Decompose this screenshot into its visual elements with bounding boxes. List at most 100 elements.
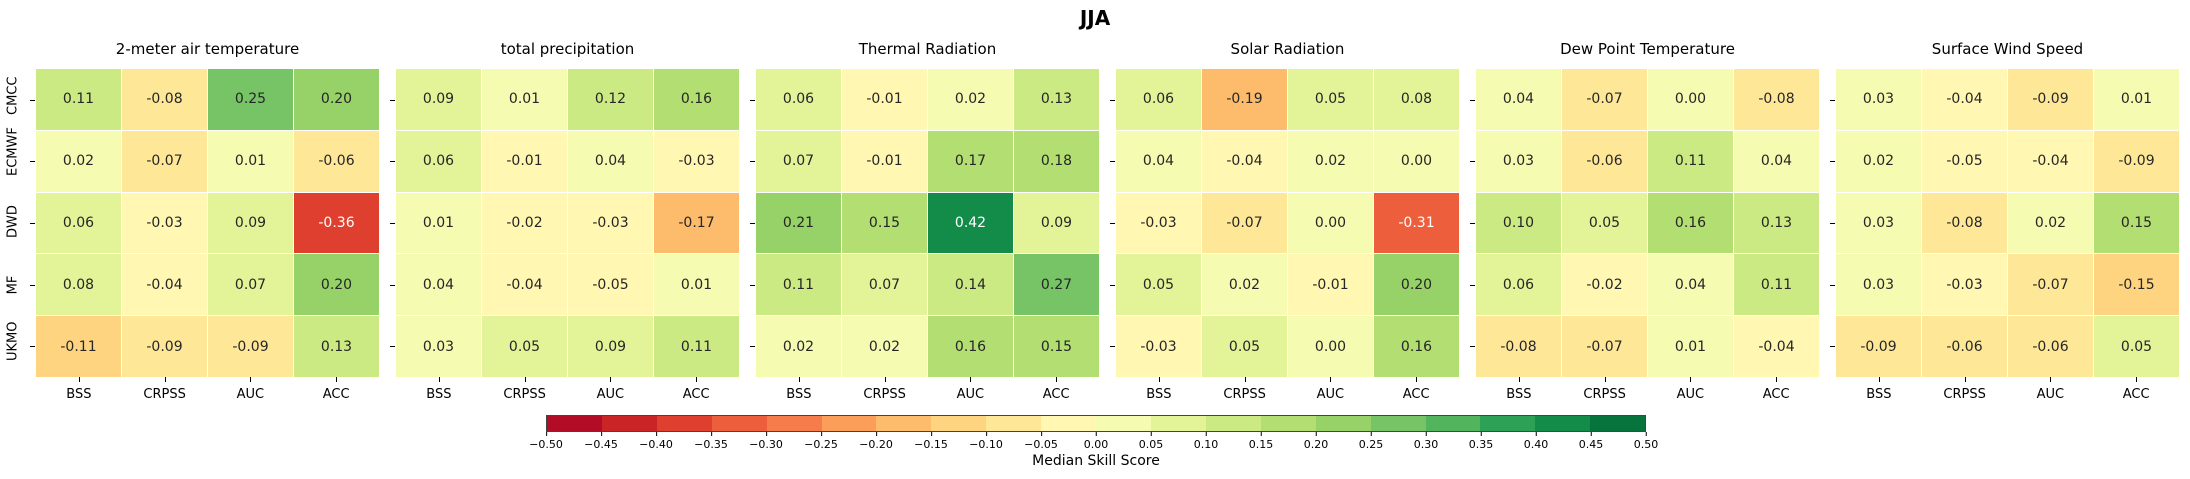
heatmap-cell: -0.09 — [122, 316, 207, 377]
colorbar-segment — [1370, 416, 1426, 431]
heatmap-cell: -0.06 — [1562, 130, 1647, 192]
heatmap-cell: 0.02 — [756, 316, 841, 377]
x-tick-label: BSS — [396, 377, 482, 405]
heatmap-cell: 0.04 — [1116, 130, 1201, 192]
x-tick-label: BSS — [1836, 377, 1922, 405]
heatmap-cell: -0.03 — [122, 192, 207, 254]
heatmap-cell: 0.15 — [1014, 316, 1099, 377]
x-tick-label: BSS — [1476, 377, 1562, 405]
colorbar-tick-label: −0.50 — [529, 432, 563, 451]
heatmap-cell: -0.08 — [1734, 69, 1819, 130]
x-tick-label: ACC — [1373, 377, 1459, 405]
heatmap-panel: Dew Point Temperature 0.04 -0.07 0.00 -0.08 0… — [1470, 36, 1819, 406]
heatmap-cell: -0.04 — [482, 254, 567, 316]
heatmap-cell: -0.04 — [122, 254, 207, 316]
colorbar-segment — [1096, 416, 1151, 431]
heatmap-cell: 0.16 — [1374, 316, 1459, 377]
heatmap-cell: 0.02 — [1288, 130, 1373, 192]
y-tick — [1468, 192, 1476, 254]
y-tick — [1108, 69, 1116, 131]
colorbar-tick-label: −0.25 — [804, 432, 838, 451]
heatmap-cell: 0.11 — [1648, 130, 1733, 192]
colorbar-segment — [766, 416, 822, 431]
heatmap-cell: -0.08 — [1922, 192, 2007, 254]
heatmap-cell: -0.02 — [1562, 254, 1647, 316]
heatmap-cell: 0.00 — [1648, 69, 1733, 130]
x-tick-label: CRPSS — [482, 377, 568, 405]
heatmap-cell: -0.04 — [1734, 316, 1819, 377]
heatmap-cell: 0.09 — [396, 69, 481, 130]
heatmap-cell: 0.11 — [1734, 254, 1819, 316]
heatmap-cell: 0.05 — [482, 316, 567, 377]
colorbar-tick-label: −0.15 — [914, 432, 948, 451]
panel-title: Surface Wind Speed — [1931, 40, 2084, 58]
heatmap-cell: -0.07 — [122, 130, 207, 192]
y-tick — [388, 131, 396, 193]
heatmap-cell: 0.07 — [756, 130, 841, 192]
x-tick-label: ACC — [1013, 377, 1099, 405]
y-tick — [1468, 254, 1476, 316]
heatmap-cell: 0.07 — [842, 254, 927, 316]
x-tick-label: BSS — [756, 377, 842, 405]
colorbar-tick-label: 0.10 — [1194, 432, 1218, 451]
x-tick-label: BSS — [1116, 377, 1202, 405]
x-axis-ticks: BSS CRPSS AUC ACC — [1836, 377, 2179, 405]
colorbar-tick-label: −0.40 — [639, 432, 673, 451]
colorbar-segment — [986, 416, 1042, 431]
x-tick-label: CRPSS — [1922, 377, 2008, 405]
heatmap-cell: -0.17 — [654, 192, 739, 254]
heatmap-cell: 0.06 — [1116, 69, 1201, 130]
colorbar-tick-label: 0.05 — [1139, 432, 1163, 451]
heatmap-cell: -0.03 — [654, 130, 739, 192]
heatmap-cell: -0.09 — [208, 316, 293, 377]
heatmap-cell: -0.04 — [1202, 130, 1287, 192]
colorbar-tick-label: 0.45 — [1579, 432, 1603, 451]
heatmap-cell: -0.03 — [1922, 254, 2007, 316]
heatmap-cell: -0.07 — [1562, 69, 1647, 130]
heatmap-cell: 0.11 — [36, 69, 121, 130]
colorbar-tick-label: 0.40 — [1524, 432, 1548, 451]
colorbar-tick-label: 0.50 — [1634, 432, 1658, 451]
heatmap-cell: 0.02 — [1202, 254, 1287, 316]
heatmap-grid: 0.04 -0.07 0.00 -0.08 0.03 -0.06 0.11 0.04 0.10 0… — [1476, 69, 1819, 377]
colorbar-segment — [1425, 416, 1481, 431]
heatmap-cell: 0.27 — [1014, 254, 1099, 316]
heatmap-cell: 0.04 — [568, 130, 653, 192]
heatmap-cell: -0.08 — [122, 69, 207, 130]
y-tick — [1468, 69, 1476, 131]
heatmap-cell: -0.31 — [1374, 192, 1459, 254]
heatmap-grid: 0.11 -0.08 0.25 0.20 0.02 -0.07 0.01 -0.06 0.06-… — [36, 69, 379, 377]
y-tick: MF — [6, 254, 36, 316]
x-tick-label: AUC — [1288, 377, 1374, 405]
heatmap-cell: -0.03 — [568, 192, 653, 254]
colorbar-segment — [711, 416, 767, 431]
heatmap-cell: 0.42 — [928, 192, 1013, 254]
colorbar-tick-label: −0.45 — [584, 432, 618, 451]
heatmap-cell: 0.08 — [36, 254, 121, 316]
colorbar-segment — [876, 416, 932, 431]
colorbar-segment — [931, 416, 987, 431]
heatmap-cell: 0.21 — [756, 192, 841, 254]
panel-title: total precipitation — [500, 40, 635, 58]
heatmap-cell: 0.08 — [1374, 69, 1459, 130]
x-axis-ticks: BSS CRPSS AUC ACC — [756, 377, 1099, 405]
heatmap-cell: 0.05 — [1562, 192, 1647, 254]
colorbar-tick-label: 0.20 — [1304, 432, 1328, 451]
heatmap-cell: 0.02 — [842, 316, 927, 377]
x-tick-label: AUC — [928, 377, 1014, 405]
heatmap-cell: -0.11 — [36, 316, 121, 377]
y-tick — [1828, 254, 1836, 316]
heatmap-cell: 0.05 — [1116, 254, 1201, 316]
y-tick — [388, 254, 396, 316]
colorbar-tick-label: 0.30 — [1414, 432, 1438, 451]
heatmap-cell: 0.09 — [568, 316, 653, 377]
y-tick: DWD — [6, 192, 36, 254]
heatmap-cell: 0.17 — [928, 130, 1013, 192]
heatmap-cell: 0.14 — [928, 254, 1013, 316]
heatmap-cell: 0.20 — [294, 69, 379, 130]
heatmap-cell: 0.20 — [1374, 254, 1459, 316]
heatmap-cell: -0.15 — [2094, 254, 2179, 316]
y-tick-label: MF — [5, 275, 21, 294]
x-axis-ticks: BSS CRPSS AUC ACC — [396, 377, 739, 405]
